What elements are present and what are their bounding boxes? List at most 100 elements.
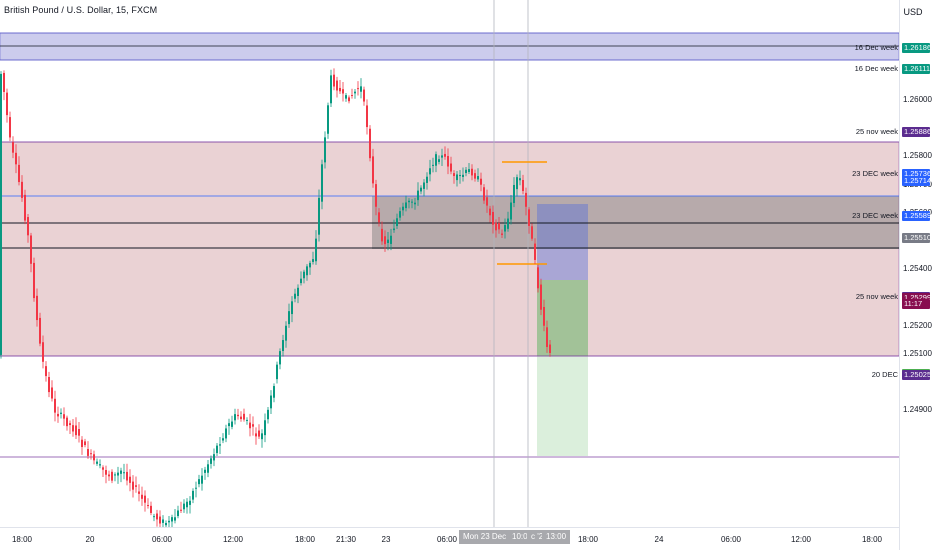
candle-body <box>450 163 452 172</box>
crosshair-time-label: 13:00 <box>542 530 571 544</box>
candle-body <box>282 340 284 351</box>
time-tick-label: 12:00 <box>790 535 812 544</box>
candle-body <box>363 89 365 102</box>
candle-body <box>444 153 446 157</box>
candle-body <box>231 421 233 427</box>
candle-body <box>375 184 377 207</box>
candle-body <box>291 301 293 315</box>
symbol-title[interactable]: British Pound / U.S. Dollar, 15, FXCM <box>4 5 158 15</box>
candle-body <box>144 495 146 503</box>
currency-selector[interactable]: USD <box>903 7 923 17</box>
candle-body <box>129 476 131 483</box>
candle-body <box>429 168 431 175</box>
candle-body <box>489 208 491 216</box>
candle-body <box>198 479 200 485</box>
candle-body <box>279 351 281 365</box>
candle-body <box>93 454 95 461</box>
price-badge: 1.26186 <box>902 42 932 53</box>
candle-body <box>48 377 50 393</box>
candle-body <box>120 470 122 474</box>
candle-body <box>153 516 155 518</box>
price-badge: 1.25736 <box>902 169 932 180</box>
candle-body <box>249 422 251 429</box>
weekly-zone-25-nov <box>0 141 899 357</box>
price-badge: 1.25299 <box>902 292 932 303</box>
candle-body <box>501 233 503 235</box>
candle-body <box>303 271 305 279</box>
candle-body <box>9 117 11 138</box>
candle-body <box>150 505 152 513</box>
candle-body <box>165 522 167 526</box>
candle-body <box>273 386 275 398</box>
candle-body <box>15 152 17 165</box>
candle-body <box>216 445 218 454</box>
price-chart-canvas[interactable] <box>0 0 899 527</box>
candle-body <box>243 413 245 420</box>
candle-body <box>342 89 344 94</box>
candle-body <box>522 179 524 192</box>
candle-body <box>156 513 158 520</box>
candle-body <box>504 225 506 232</box>
time-tick-label: 12:00 <box>222 535 244 544</box>
candle-body <box>84 441 86 446</box>
candle-body <box>135 485 137 487</box>
time-tick-label: 06:00 <box>151 535 173 544</box>
candle-body <box>57 413 59 417</box>
candle-body <box>300 278 302 284</box>
price-badge: 1.25714 <box>902 175 932 186</box>
time-tick-label: 21:30 <box>335 535 357 544</box>
weekly-zone-23-dec <box>372 196 899 249</box>
candle-body <box>396 218 398 227</box>
candle-body <box>507 218 509 229</box>
candle-body <box>519 178 521 181</box>
candle-body <box>111 471 113 481</box>
candle-body <box>360 86 362 92</box>
candle-body <box>306 266 308 276</box>
candle-body <box>534 243 536 260</box>
time-tick-label: 18:00 <box>861 535 883 544</box>
candle-body <box>318 197 320 235</box>
candle-body <box>546 327 548 348</box>
candle-body <box>537 267 539 289</box>
candle-body <box>174 517 176 521</box>
candle-body <box>108 474 110 477</box>
candle-body <box>72 425 74 432</box>
candle-body <box>171 517 173 522</box>
candle-body <box>99 464 101 466</box>
candle-body <box>288 311 290 325</box>
candle-body <box>33 262 35 299</box>
candle-body <box>18 164 20 183</box>
time-tick-label: 06:00 <box>720 535 742 544</box>
candle-body <box>189 500 191 505</box>
candle-body <box>513 184 515 204</box>
candle-body <box>333 74 335 87</box>
candle-body <box>75 425 77 436</box>
candle-body <box>78 429 80 436</box>
candle-body <box>447 156 449 167</box>
candle-body <box>330 75 332 104</box>
candle-body <box>381 228 383 242</box>
candle-body <box>294 293 296 299</box>
candle-body <box>324 137 326 163</box>
level-line-label: 25 nov week <box>855 292 898 302</box>
level-line-label: 23 DEC week <box>852 169 898 179</box>
level-line-label: 25 nov week <box>855 127 898 137</box>
candle-body <box>81 439 83 448</box>
candle-body <box>285 325 287 341</box>
candle-body <box>168 520 170 523</box>
candle-body <box>378 212 380 223</box>
candle-body <box>264 420 266 436</box>
price-tick-label: 1.25200 <box>903 320 932 330</box>
candle-body <box>219 444 221 446</box>
time-tick-label: 18:00 <box>294 535 316 544</box>
candle-body <box>486 197 488 206</box>
candle-body <box>204 469 206 473</box>
weekly-zone-16-dec <box>0 32 899 61</box>
candle-body <box>366 105 368 128</box>
candle-body <box>474 173 476 179</box>
candle-body <box>267 409 269 420</box>
time-tick-label: 24 <box>654 535 664 544</box>
candle-body <box>183 503 185 510</box>
candle-body <box>60 412 62 414</box>
